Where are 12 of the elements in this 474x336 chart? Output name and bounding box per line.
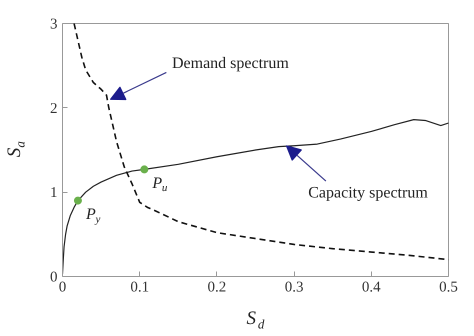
y-tick-label: 2 [50, 100, 58, 117]
y-tick-label: 0 [50, 270, 58, 286]
x-tick-label: 0.1 [130, 280, 150, 296]
x-tick-label: 0.5 [439, 280, 458, 296]
y-axis-title: Sa [4, 140, 28, 158]
annotation: Demand spectrum [172, 54, 290, 72]
x-tick-label: 0.4 [362, 280, 382, 296]
annotation: Capacity spectrum [308, 184, 428, 202]
y-tick-label: 1 [50, 185, 58, 202]
x-tick-label: 0.2 [208, 280, 226, 296]
x-tick-label: 0.3 [284, 280, 304, 296]
y-tick-label: 3 [50, 16, 58, 32]
